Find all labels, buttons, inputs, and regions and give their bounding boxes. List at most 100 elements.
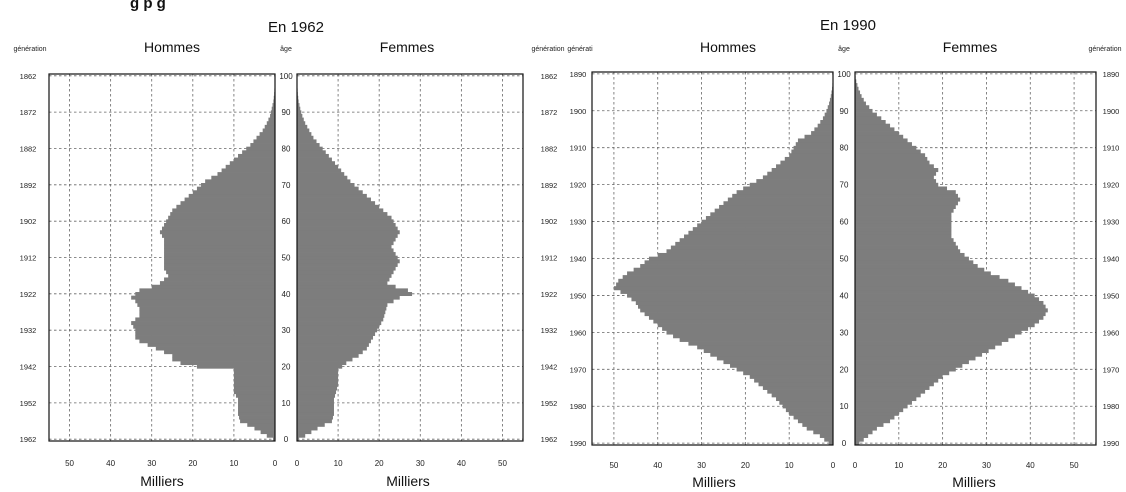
generation-tick-label-right: 1900 — [1103, 107, 1120, 116]
age-tick-label: 60 — [840, 218, 849, 227]
truncated-heading: g p g — [130, 0, 166, 12]
bar-hommes-age-63 — [172, 208, 275, 213]
bar-hommes-age-89 — [270, 113, 275, 118]
bar-hommes-age-88 — [822, 116, 833, 121]
bar-hommes-age-93 — [829, 97, 833, 102]
generation-tick-label-left: 1930 — [570, 218, 587, 227]
bar-hommes-age-53 — [164, 244, 275, 249]
bar-hommes-age-31 — [662, 326, 833, 331]
bar-femmes-age-43 — [855, 282, 1015, 287]
bar-hommes-age-78 — [238, 153, 275, 158]
bar-femmes-age-17 — [855, 378, 939, 383]
bar-femmes-age-13 — [297, 390, 337, 395]
x-tick-label-hommes: 40 — [106, 459, 115, 468]
bar-femmes-age-45 — [855, 275, 1000, 280]
bar-hommes-age-95 — [831, 90, 833, 95]
bar-femmes-age-24 — [855, 352, 983, 357]
bar-hommes-age-27 — [139, 339, 275, 344]
generation-tick-label-left: 1970 — [570, 365, 587, 374]
bar-femmes-age-39 — [855, 297, 1040, 302]
x-tick-label-hommes: 0 — [273, 459, 278, 468]
bar-femmes-age-69 — [855, 186, 948, 191]
bar-femmes-age-6 — [855, 419, 891, 424]
bar-femmes-age-67 — [297, 193, 367, 198]
x-tick-label-femmes: 10 — [334, 459, 343, 468]
bar-femmes-age-12 — [297, 393, 336, 398]
bar-femmes-age-45 — [297, 273, 392, 278]
bar-hommes-age-93 — [273, 99, 275, 104]
x-tick-label-hommes: 50 — [65, 459, 74, 468]
bar-hommes-age-6 — [239, 415, 275, 420]
bar-femmes-age-16 — [855, 382, 934, 387]
bar-femmes-age-43 — [297, 281, 388, 286]
bar-hommes-age-31 — [133, 324, 275, 329]
bar-hommes-age-10 — [238, 401, 275, 406]
bar-hommes-age-12 — [235, 393, 275, 398]
bar-hommes-age-71 — [205, 179, 275, 184]
generation-tick-label-right: 1942 — [541, 363, 558, 372]
bar-femmes-age-92 — [855, 101, 866, 106]
bar-femmes-age-56 — [855, 234, 952, 239]
bar-femmes-age-26 — [297, 342, 369, 347]
bar-femmes-age-35 — [855, 312, 1046, 317]
age-tick-label: 40 — [282, 290, 291, 299]
bar-hommes-age-35 — [644, 312, 833, 317]
generation-tick-label-right: 1952 — [541, 399, 558, 408]
bar-femmes-age-25 — [855, 348, 989, 354]
left-panel-label: Hommes — [144, 39, 200, 55]
generation-axis-label-left: générati — [567, 46, 593, 53]
bar-hommes-age-51 — [657, 252, 833, 258]
generation-tick-label-right: 1980 — [1103, 402, 1120, 411]
bar-hommes-age-38 — [135, 299, 275, 304]
bar-femmes-age-84 — [297, 132, 312, 137]
bar-femmes-age-70 — [297, 183, 355, 187]
bar-femmes-age-91 — [297, 106, 301, 111]
bar-femmes-age-23 — [855, 356, 976, 361]
bar-hommes-age-88 — [268, 117, 275, 122]
bar-femmes-age-72 — [297, 175, 348, 180]
bar-femmes-age-20 — [855, 367, 956, 372]
bar-hommes-age-13 — [233, 390, 275, 395]
bar-hommes-age-3 — [813, 430, 833, 435]
bar-femmes-age-58 — [297, 226, 398, 231]
bar-femmes-age-87 — [855, 120, 886, 125]
bar-femmes-age-86 — [855, 123, 891, 128]
bar-hommes-age-65 — [723, 201, 833, 206]
x-tick-label-femmes: 10 — [894, 461, 903, 470]
bar-femmes-age-7 — [855, 415, 895, 420]
bar-hommes-age-20 — [736, 367, 833, 372]
left-panel-label: Hommes — [700, 39, 756, 55]
bar-femmes-age-32 — [855, 323, 1035, 328]
panel-frame-femmes — [854, 71, 1097, 446]
bar-hommes-age-80 — [793, 145, 833, 150]
bar-hommes-age-5 — [802, 422, 833, 427]
bar-hommes-age-0 — [828, 441, 833, 446]
bar-hommes-age-58 — [162, 226, 275, 231]
bar-femmes-age-57 — [855, 230, 952, 235]
bar-femmes-age-9 — [855, 408, 904, 413]
bar-hommes-age-82 — [797, 138, 833, 143]
generation-tick-label-left: 1932 — [20, 326, 37, 335]
generation-tick-label-right: 1932 — [541, 326, 558, 335]
bar-hommes-age-36 — [139, 306, 275, 311]
x-tick-label-femmes: 20 — [375, 459, 384, 468]
bar-femmes-age-35 — [297, 310, 386, 315]
bar-femmes-age-84 — [855, 131, 899, 136]
generation-tick-label-right: 1912 — [541, 254, 558, 263]
bar-femmes-age-90 — [855, 108, 873, 113]
bar-hommes-age-37 — [638, 304, 833, 309]
x-tick-label-femmes: 40 — [1026, 461, 1035, 470]
bar-femmes-age-48 — [297, 262, 398, 267]
bar-femmes-age-50 — [297, 255, 398, 260]
bar-hommes-age-18 — [749, 374, 833, 379]
bar-hommes-age-7 — [793, 415, 833, 420]
generation-tick-label-right: 1920 — [1103, 181, 1120, 190]
bar-femmes-age-94 — [297, 95, 299, 100]
bar-femmes-age-60 — [855, 219, 952, 224]
bar-femmes-age-62 — [297, 212, 388, 217]
bar-femmes-age-18 — [855, 374, 943, 379]
bar-hommes-age-37 — [137, 302, 275, 307]
bar-femmes-age-1 — [297, 433, 306, 438]
bar-femmes-age-67 — [855, 193, 958, 198]
bar-femmes-age-56 — [297, 233, 398, 238]
